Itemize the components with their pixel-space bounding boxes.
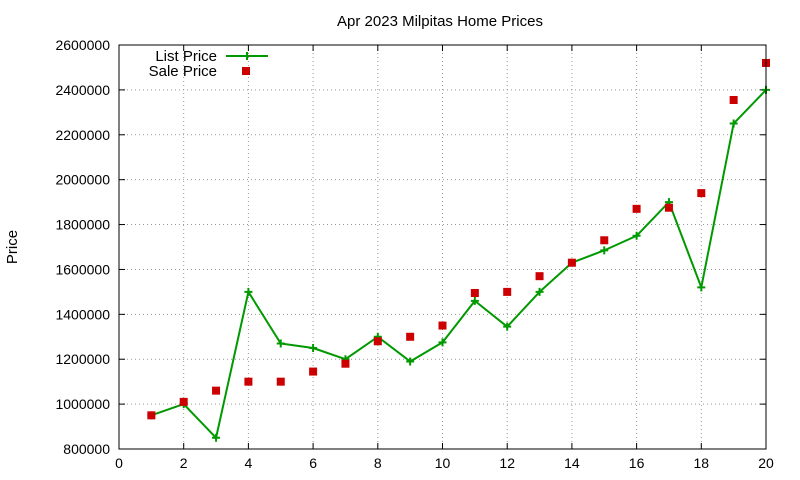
x-tick-label: 6 (309, 455, 317, 471)
list-price-point (535, 287, 544, 296)
sale-price-point (470, 289, 479, 298)
list-price-point (470, 296, 479, 305)
y-tick-label: 2000000 (55, 172, 110, 188)
sale-price-point (406, 332, 415, 341)
x-tick-label: 2 (180, 455, 188, 471)
plot-frame (118, 44, 767, 450)
y-tick-label: 2600000 (55, 37, 110, 53)
legend-marker-sale-price (242, 67, 250, 75)
legend: List Price Sale Price (149, 48, 268, 80)
sale-price-point (438, 321, 447, 330)
y-tick-label: 800000 (63, 441, 110, 457)
y-tick-label: 1800000 (55, 217, 110, 233)
y-tick-label: 2400000 (55, 82, 110, 98)
x-tick-label: 14 (564, 455, 580, 471)
y-tick-label: 1200000 (55, 351, 110, 367)
sale-price-point (179, 397, 188, 406)
legend-marker-list-price (243, 52, 251, 60)
sale-price-point (373, 337, 382, 346)
y-tick-label: 1600000 (55, 261, 110, 277)
list-price-point (309, 344, 318, 352)
x-tick-labels: 0 2 4 6 8 10 12 14 16 18 20 (115, 455, 774, 471)
list-price-point (276, 339, 285, 348)
list-price-point (697, 283, 706, 292)
list-price-point (406, 357, 415, 366)
list-price-point (729, 119, 738, 128)
sale-price-point (697, 189, 706, 198)
list-price-point (632, 231, 641, 240)
sale-price-point (729, 95, 738, 104)
sale-price-point (567, 258, 576, 267)
sale-price-point (309, 367, 318, 376)
y-tick-label: 2200000 (55, 127, 110, 143)
sale-price-point (503, 287, 512, 296)
x-tick-label: 20 (758, 455, 774, 471)
sale-price-point (147, 411, 156, 420)
y-tick-labels: 800000 1000000 1200000 1400000 1600000 180000… (55, 37, 110, 457)
y-axis-label: Price (4, 230, 21, 264)
sale-price-point (276, 377, 285, 386)
sale-price-point (212, 386, 221, 395)
x-tick-label: 0 (115, 455, 123, 471)
sale-price-point (244, 377, 253, 386)
x-tick-label: 18 (694, 455, 710, 471)
legend-label-sale-price: Sale Price (149, 63, 217, 80)
sale-price-point (632, 204, 641, 213)
x-tick-label: 12 (499, 455, 515, 471)
x-tick-label: 8 (374, 455, 382, 471)
sale-price-point (535, 272, 544, 281)
series-list-price (147, 85, 770, 442)
list-price-point (438, 338, 447, 347)
list-price-point (503, 322, 512, 331)
sale-price-point (600, 236, 609, 245)
x-tick-label: 16 (629, 455, 645, 471)
chart-title: Apr 2023 Milpitas Home Prices (337, 13, 543, 30)
list-price-point (212, 433, 221, 442)
legend-label-list-price: List Price (155, 48, 217, 65)
list-price-point (244, 287, 253, 296)
list-price-point (600, 246, 609, 255)
sale-price-point (341, 359, 350, 368)
sale-price-point (664, 203, 673, 212)
x-tick-label: 10 (435, 455, 451, 471)
x-tick-label: 4 (245, 455, 253, 471)
series-sale-price (147, 58, 770, 420)
y-tick-label: 1400000 (55, 306, 110, 322)
y-tick-label: 1000000 (55, 396, 110, 412)
list-price-line (151, 89, 767, 439)
